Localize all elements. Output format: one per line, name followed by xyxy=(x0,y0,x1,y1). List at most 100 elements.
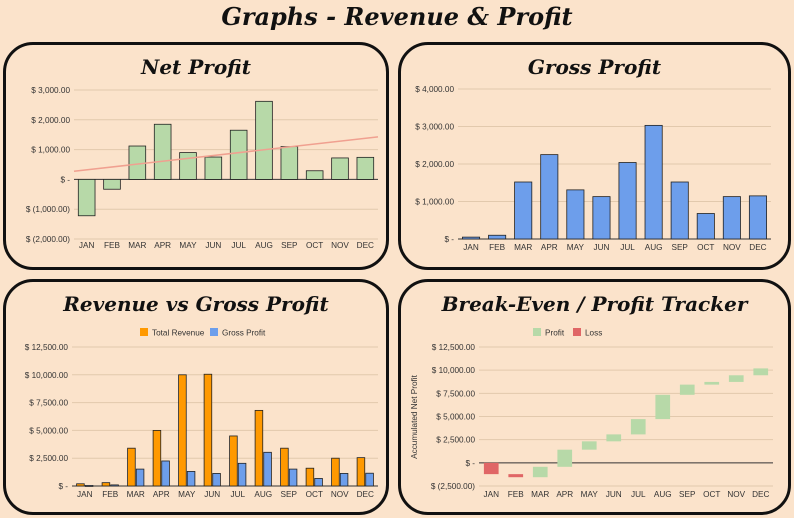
bar xyxy=(280,146,299,180)
x-tick-label: OCT xyxy=(703,490,720,499)
x-tick-label: NOV xyxy=(727,490,745,499)
x-tick-label: OCT xyxy=(306,241,323,250)
x-tick-label: NOV xyxy=(331,490,349,499)
y-tick-label: $ 2,000.00 xyxy=(31,116,70,125)
net-profit-panel: Net Profit $ (2,000.00) $ (1,000.00) $ - $ … xyxy=(3,42,389,270)
x-tick-label: JUN xyxy=(606,490,622,499)
x-tick-label: JUL xyxy=(631,490,646,499)
y-tick-label: $ 2,500.00 xyxy=(29,454,68,463)
revenue-vs-gross-panel: Revenue vs Gross Profit $ - $ 2,500.00 $ 5… xyxy=(3,279,389,515)
bar xyxy=(84,485,94,487)
x-tick-label: JAN xyxy=(79,241,95,250)
x-tick-label: FEB xyxy=(489,243,505,252)
x-tick-label: NOV xyxy=(723,243,741,252)
waterfall-step xyxy=(508,474,524,478)
x-tick-label: MAR xyxy=(128,241,146,250)
x-tick-label: DEC xyxy=(752,490,769,499)
x-tick-label: JUN xyxy=(593,243,609,252)
bar xyxy=(204,156,223,180)
bar xyxy=(280,447,289,487)
x-tick-label: NOV xyxy=(331,241,349,250)
bar xyxy=(488,234,507,240)
waterfall-step xyxy=(630,419,646,435)
y-tick-label: $ 12,500.00 xyxy=(25,343,69,352)
x-tick-label: JAN xyxy=(77,490,93,499)
x-tick-label: FEB xyxy=(104,241,120,250)
bar xyxy=(566,189,585,240)
x-tick-label: MAY xyxy=(179,241,197,250)
legend-label: Total Revenue xyxy=(152,329,205,338)
x-tick-label: JUL xyxy=(230,490,245,499)
x-tick-label: OCT xyxy=(697,243,714,252)
bar xyxy=(237,462,247,487)
bar xyxy=(331,157,349,180)
waterfall-step xyxy=(581,441,597,450)
x-tick-label: MAR xyxy=(514,243,532,252)
revenue-vs-gross-chart: $ - $ 2,500.00 $ 5,000.00 $ 7,500.00 $ 10,00… xyxy=(25,328,378,499)
bar xyxy=(314,478,323,487)
waterfall-step xyxy=(679,384,695,395)
legend-swatch xyxy=(210,328,218,336)
bar xyxy=(339,473,349,487)
x-tick-label: MAR xyxy=(127,490,145,499)
y-tick-label: $ 12,500.00 xyxy=(432,343,476,352)
bar xyxy=(161,460,170,487)
y-tick-label: $ 5,000.00 xyxy=(436,413,475,422)
x-tick-label: SEP xyxy=(679,490,696,499)
legend-swatch xyxy=(573,328,581,336)
bar xyxy=(203,373,213,487)
bar xyxy=(365,472,374,487)
bar xyxy=(540,154,559,240)
legend-label: Loss xyxy=(585,329,602,338)
bar xyxy=(722,196,741,240)
x-tick-label: DEC xyxy=(357,241,374,250)
bar xyxy=(462,236,481,240)
bar xyxy=(186,471,196,487)
x-tick-label: JUL xyxy=(231,241,246,250)
bar xyxy=(331,457,340,487)
waterfall-step xyxy=(655,394,671,420)
bar xyxy=(135,468,145,487)
x-tick-label: APR xyxy=(153,490,170,499)
break-even-panel: Break-Even / Profit Tracker $ (2,500.00)… xyxy=(398,279,791,515)
waterfall-step xyxy=(557,449,573,467)
legend-label: Gross Profit xyxy=(222,329,266,338)
bar xyxy=(514,181,533,240)
y-tick-label: $ - xyxy=(60,175,70,184)
x-tick-label: APR xyxy=(154,241,171,250)
bar xyxy=(305,170,324,180)
trendline xyxy=(73,136,379,173)
bar xyxy=(644,124,663,240)
y-tick-label: $ - xyxy=(58,482,68,491)
x-tick-label: AUG xyxy=(645,243,663,252)
waterfall-step xyxy=(606,434,622,442)
y-axis-label: Accumulated Net Profit xyxy=(410,374,419,458)
bar xyxy=(356,156,375,180)
x-tick-label: APR xyxy=(556,490,573,499)
break-even-chart: $ (2,500.00) $ - $ 2,500.00 $ 5,000.00 $ 7,5… xyxy=(410,328,773,499)
bar xyxy=(229,435,238,487)
x-tick-label: JAN xyxy=(463,243,479,252)
y-tick-label: $ 7,500.00 xyxy=(436,389,475,398)
bar xyxy=(76,483,85,487)
x-tick-label: SEP xyxy=(672,243,689,252)
gross-profit-chart: $ - $ 1,000.00 $ 2,000.00 $ 3,000.00 $ 4,000… xyxy=(415,85,771,252)
bar xyxy=(178,374,187,487)
bar xyxy=(263,451,272,487)
gross-profit-title: Gross Profit xyxy=(527,55,662,79)
bar xyxy=(101,482,111,487)
x-tick-label: JUL xyxy=(620,243,635,252)
x-tick-label: JAN xyxy=(484,490,500,499)
bar xyxy=(748,195,767,240)
bar xyxy=(618,162,637,240)
bar xyxy=(179,152,197,180)
y-tick-label: $ 1,000.00 xyxy=(31,146,70,155)
bar xyxy=(255,100,273,180)
x-tick-label: MAR xyxy=(531,490,549,499)
y-tick-label: $ (2,000.00) xyxy=(26,235,70,244)
break-even-title: Break-Even / Profit Tracker xyxy=(441,292,748,316)
waterfall-step xyxy=(483,462,499,475)
x-tick-label: AUG xyxy=(654,490,672,499)
x-tick-label: MAY xyxy=(581,490,599,499)
gross-profit-panel: Gross Profit $ - $ 1,000.00 $ 2,000.00 $ 3,… xyxy=(398,42,791,270)
